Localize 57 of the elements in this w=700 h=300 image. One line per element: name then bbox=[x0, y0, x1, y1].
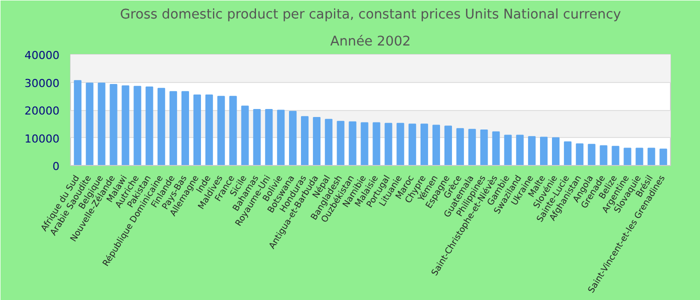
bar bbox=[360, 122, 368, 166]
bar bbox=[564, 141, 572, 166]
bar bbox=[158, 88, 166, 166]
bar bbox=[110, 84, 118, 166]
bar bbox=[540, 136, 548, 166]
bar bbox=[348, 121, 356, 166]
bar bbox=[636, 148, 644, 166]
bar bbox=[205, 94, 213, 166]
bar bbox=[516, 134, 524, 166]
y-tick-label: 10000 bbox=[24, 132, 60, 146]
y-tick-label: 30000 bbox=[24, 76, 60, 90]
bar bbox=[528, 136, 536, 166]
bar bbox=[456, 128, 464, 166]
bar bbox=[312, 116, 320, 166]
bar bbox=[193, 94, 201, 166]
bar bbox=[253, 108, 261, 166]
bar bbox=[74, 80, 82, 166]
bar bbox=[289, 110, 297, 166]
bar bbox=[576, 143, 584, 166]
bar bbox=[432, 124, 440, 166]
bar bbox=[265, 108, 273, 166]
bar bbox=[660, 148, 668, 166]
bar bbox=[600, 145, 608, 166]
y-tick-label: 0 bbox=[52, 160, 60, 173]
bar bbox=[229, 96, 237, 166]
bar bbox=[612, 146, 620, 166]
bar bbox=[217, 96, 225, 166]
bar bbox=[134, 86, 142, 166]
chart-title: Gross domestic product per capita, constant prices Units National currency bbox=[120, 8, 622, 22]
bar bbox=[408, 124, 416, 166]
bar bbox=[492, 131, 500, 166]
bar bbox=[624, 148, 632, 166]
y-tick-label: 40000 bbox=[24, 49, 60, 62]
bar bbox=[396, 122, 404, 166]
bar bbox=[552, 137, 560, 166]
y-tick-label: 20000 bbox=[24, 104, 60, 118]
bar bbox=[504, 134, 512, 166]
bar bbox=[336, 120, 344, 166]
bar bbox=[648, 148, 656, 166]
bar bbox=[86, 82, 94, 166]
bar bbox=[241, 106, 249, 166]
bar bbox=[277, 110, 285, 166]
bar bbox=[146, 86, 154, 166]
bar bbox=[181, 91, 190, 166]
bar bbox=[170, 91, 178, 166]
bar bbox=[384, 122, 392, 166]
bar bbox=[372, 122, 380, 166]
bar bbox=[468, 128, 476, 166]
bar bbox=[420, 124, 428, 166]
bar bbox=[122, 85, 130, 166]
chart-subtitle: Année 2002 bbox=[330, 34, 411, 50]
bar bbox=[300, 116, 309, 166]
bar bbox=[444, 126, 452, 166]
bar bbox=[324, 118, 332, 166]
bar bbox=[480, 129, 488, 166]
bar bbox=[98, 82, 106, 166]
bar bbox=[588, 144, 596, 166]
